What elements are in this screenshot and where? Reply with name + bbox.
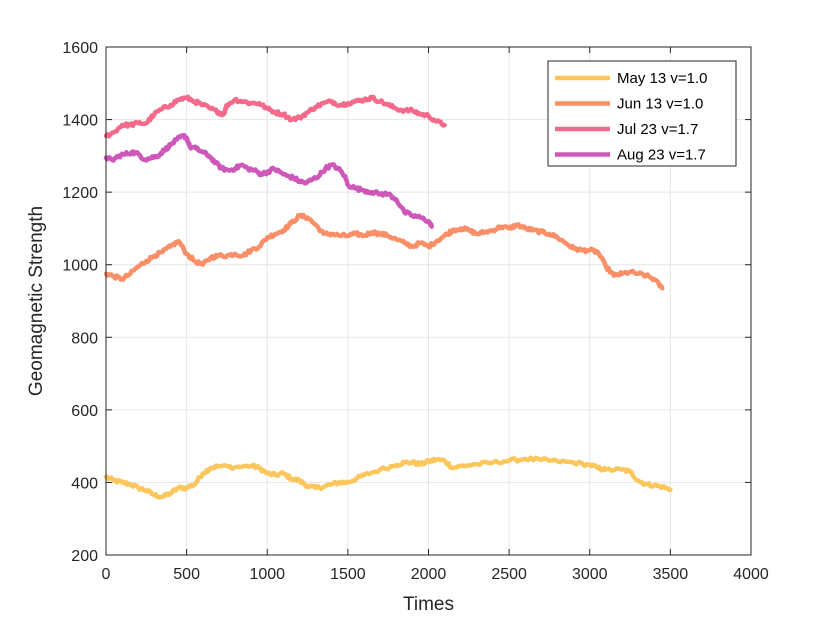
x-tick-label: 3500 bbox=[653, 566, 689, 583]
y-tick-label: 1400 bbox=[62, 113, 98, 130]
series-line-1 bbox=[103, 455, 673, 500]
legend-entry-label: Jun 13 v=1.0 bbox=[617, 96, 703, 113]
x-tick-label: 2500 bbox=[491, 566, 527, 583]
legend-entry-label: Aug 23 v=1.7 bbox=[617, 147, 706, 164]
series-line-3 bbox=[103, 94, 447, 139]
series-layer bbox=[103, 94, 673, 500]
legend-entry-label: Jul 23 v=1.7 bbox=[617, 121, 698, 138]
y-tick-label: 600 bbox=[71, 403, 98, 420]
series-line-4 bbox=[103, 132, 434, 229]
y-tick-label: 400 bbox=[71, 475, 98, 492]
y-tick-labels: 200 400 600 800 1000 1200 1400 1600 bbox=[62, 40, 98, 565]
y-tick-label: 800 bbox=[71, 330, 98, 347]
series-line-2 bbox=[103, 212, 665, 291]
y-tick-label: 1600 bbox=[62, 40, 98, 57]
x-tick-label: 500 bbox=[173, 566, 200, 583]
axis-ticks bbox=[105, 46, 752, 556]
legend: May 13 v=1.0 Jun 13 v=1.0 Jul 23 v=1.7 Aug … bbox=[547, 60, 737, 167]
y-axis-title: Geomagnetic Strength bbox=[26, 206, 47, 396]
x-tick-label: 4000 bbox=[733, 566, 769, 583]
y-tick-label: 200 bbox=[71, 548, 98, 565]
x-tick-label: 1000 bbox=[249, 566, 285, 583]
y-tick-label: 1000 bbox=[62, 258, 98, 275]
legend-entry-label: May 13 v=1.0 bbox=[617, 70, 707, 87]
x-tick-label: 2000 bbox=[411, 566, 447, 583]
x-tick-label: 3000 bbox=[572, 566, 608, 583]
x-tick-label: 0 bbox=[102, 566, 111, 583]
x-axis-title: Times bbox=[403, 594, 454, 615]
x-tick-labels: 0 500 1000 1500 2000 2500 3000 3500 4000 bbox=[102, 566, 769, 583]
y-tick-label: 1200 bbox=[62, 185, 98, 202]
x-tick-label: 1500 bbox=[330, 566, 366, 583]
